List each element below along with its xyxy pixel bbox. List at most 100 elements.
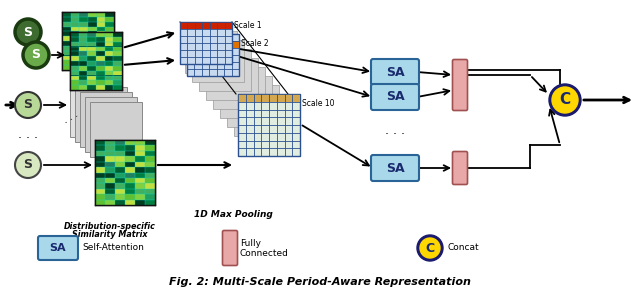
Bar	[70, 46, 79, 51]
Bar	[97, 41, 106, 46]
Bar	[62, 46, 70, 51]
Bar	[135, 183, 145, 189]
Text: · · ·: · · ·	[385, 128, 405, 142]
Bar	[62, 41, 70, 46]
FancyBboxPatch shape	[371, 59, 419, 85]
Bar	[106, 31, 114, 36]
Bar	[135, 156, 145, 162]
Bar	[105, 56, 113, 61]
Text: · · ·: · · ·	[63, 112, 81, 128]
Bar	[88, 27, 97, 31]
Text: C: C	[426, 241, 435, 255]
Bar	[96, 85, 105, 90]
Bar	[113, 42, 122, 46]
Bar	[106, 27, 114, 31]
Bar	[97, 51, 106, 55]
Bar	[105, 32, 113, 37]
Bar	[79, 46, 87, 51]
Bar	[135, 173, 145, 178]
Bar	[96, 66, 105, 71]
Bar	[70, 51, 79, 55]
Text: Similarity Matrix: Similarity Matrix	[72, 230, 148, 239]
Bar	[95, 140, 105, 145]
Bar	[238, 94, 300, 156]
Bar	[105, 85, 113, 90]
FancyBboxPatch shape	[452, 152, 467, 185]
Bar	[113, 76, 122, 80]
Bar	[70, 55, 79, 60]
Bar	[135, 151, 145, 156]
Bar	[95, 162, 105, 167]
Bar	[105, 66, 113, 71]
Bar	[105, 46, 113, 51]
Bar	[106, 36, 114, 41]
Text: SA: SA	[386, 161, 404, 175]
Bar	[206, 58, 258, 100]
Bar	[70, 17, 79, 22]
Bar	[87, 66, 96, 71]
Bar	[96, 80, 105, 85]
Text: Scale 1: Scale 1	[234, 22, 262, 30]
Bar	[187, 41, 239, 48]
Bar	[87, 76, 96, 80]
Bar	[70, 31, 79, 36]
Bar	[97, 55, 106, 60]
Bar	[115, 145, 125, 151]
Bar	[115, 189, 125, 194]
Bar	[70, 32, 122, 90]
Bar	[105, 156, 115, 162]
Bar	[62, 65, 70, 70]
Bar	[97, 12, 106, 17]
Text: · · ·: · · ·	[18, 131, 38, 145]
Bar	[79, 42, 87, 46]
Bar	[62, 55, 70, 60]
Bar	[87, 32, 96, 37]
Bar	[135, 162, 145, 167]
Bar	[220, 76, 272, 118]
Circle shape	[15, 92, 41, 118]
Bar	[105, 61, 113, 66]
Bar	[97, 65, 106, 70]
Bar	[62, 17, 70, 22]
Bar	[105, 183, 115, 189]
Bar	[79, 22, 88, 27]
Bar	[79, 80, 87, 85]
Bar	[62, 22, 70, 27]
Bar	[70, 85, 79, 90]
Bar	[105, 37, 113, 42]
Bar	[79, 12, 88, 17]
Bar	[96, 32, 105, 37]
Bar	[90, 102, 142, 157]
Text: Scale 2: Scale 2	[241, 39, 269, 48]
Bar	[79, 51, 87, 56]
Bar	[87, 46, 96, 51]
Bar	[106, 46, 114, 51]
Bar	[113, 32, 122, 37]
Bar	[95, 145, 105, 151]
Bar	[62, 36, 70, 41]
Bar	[95, 178, 105, 183]
FancyBboxPatch shape	[223, 230, 237, 265]
Bar	[70, 71, 79, 76]
Bar	[145, 145, 155, 151]
Bar	[85, 97, 137, 152]
Bar	[115, 151, 125, 156]
Bar	[145, 151, 155, 156]
Text: C: C	[559, 93, 571, 107]
Bar	[113, 51, 122, 56]
Bar	[62, 60, 70, 65]
Bar	[180, 22, 232, 29]
Bar	[234, 94, 286, 136]
Circle shape	[552, 87, 578, 113]
Bar	[62, 31, 70, 36]
Bar	[75, 87, 127, 142]
Bar	[70, 82, 122, 137]
Bar	[106, 65, 114, 70]
Bar	[70, 76, 79, 80]
Bar	[70, 42, 79, 46]
Bar	[87, 42, 96, 46]
Bar	[70, 27, 79, 31]
Text: Distribution-specific: Distribution-specific	[64, 222, 156, 231]
Bar	[88, 51, 97, 55]
Circle shape	[549, 84, 581, 116]
